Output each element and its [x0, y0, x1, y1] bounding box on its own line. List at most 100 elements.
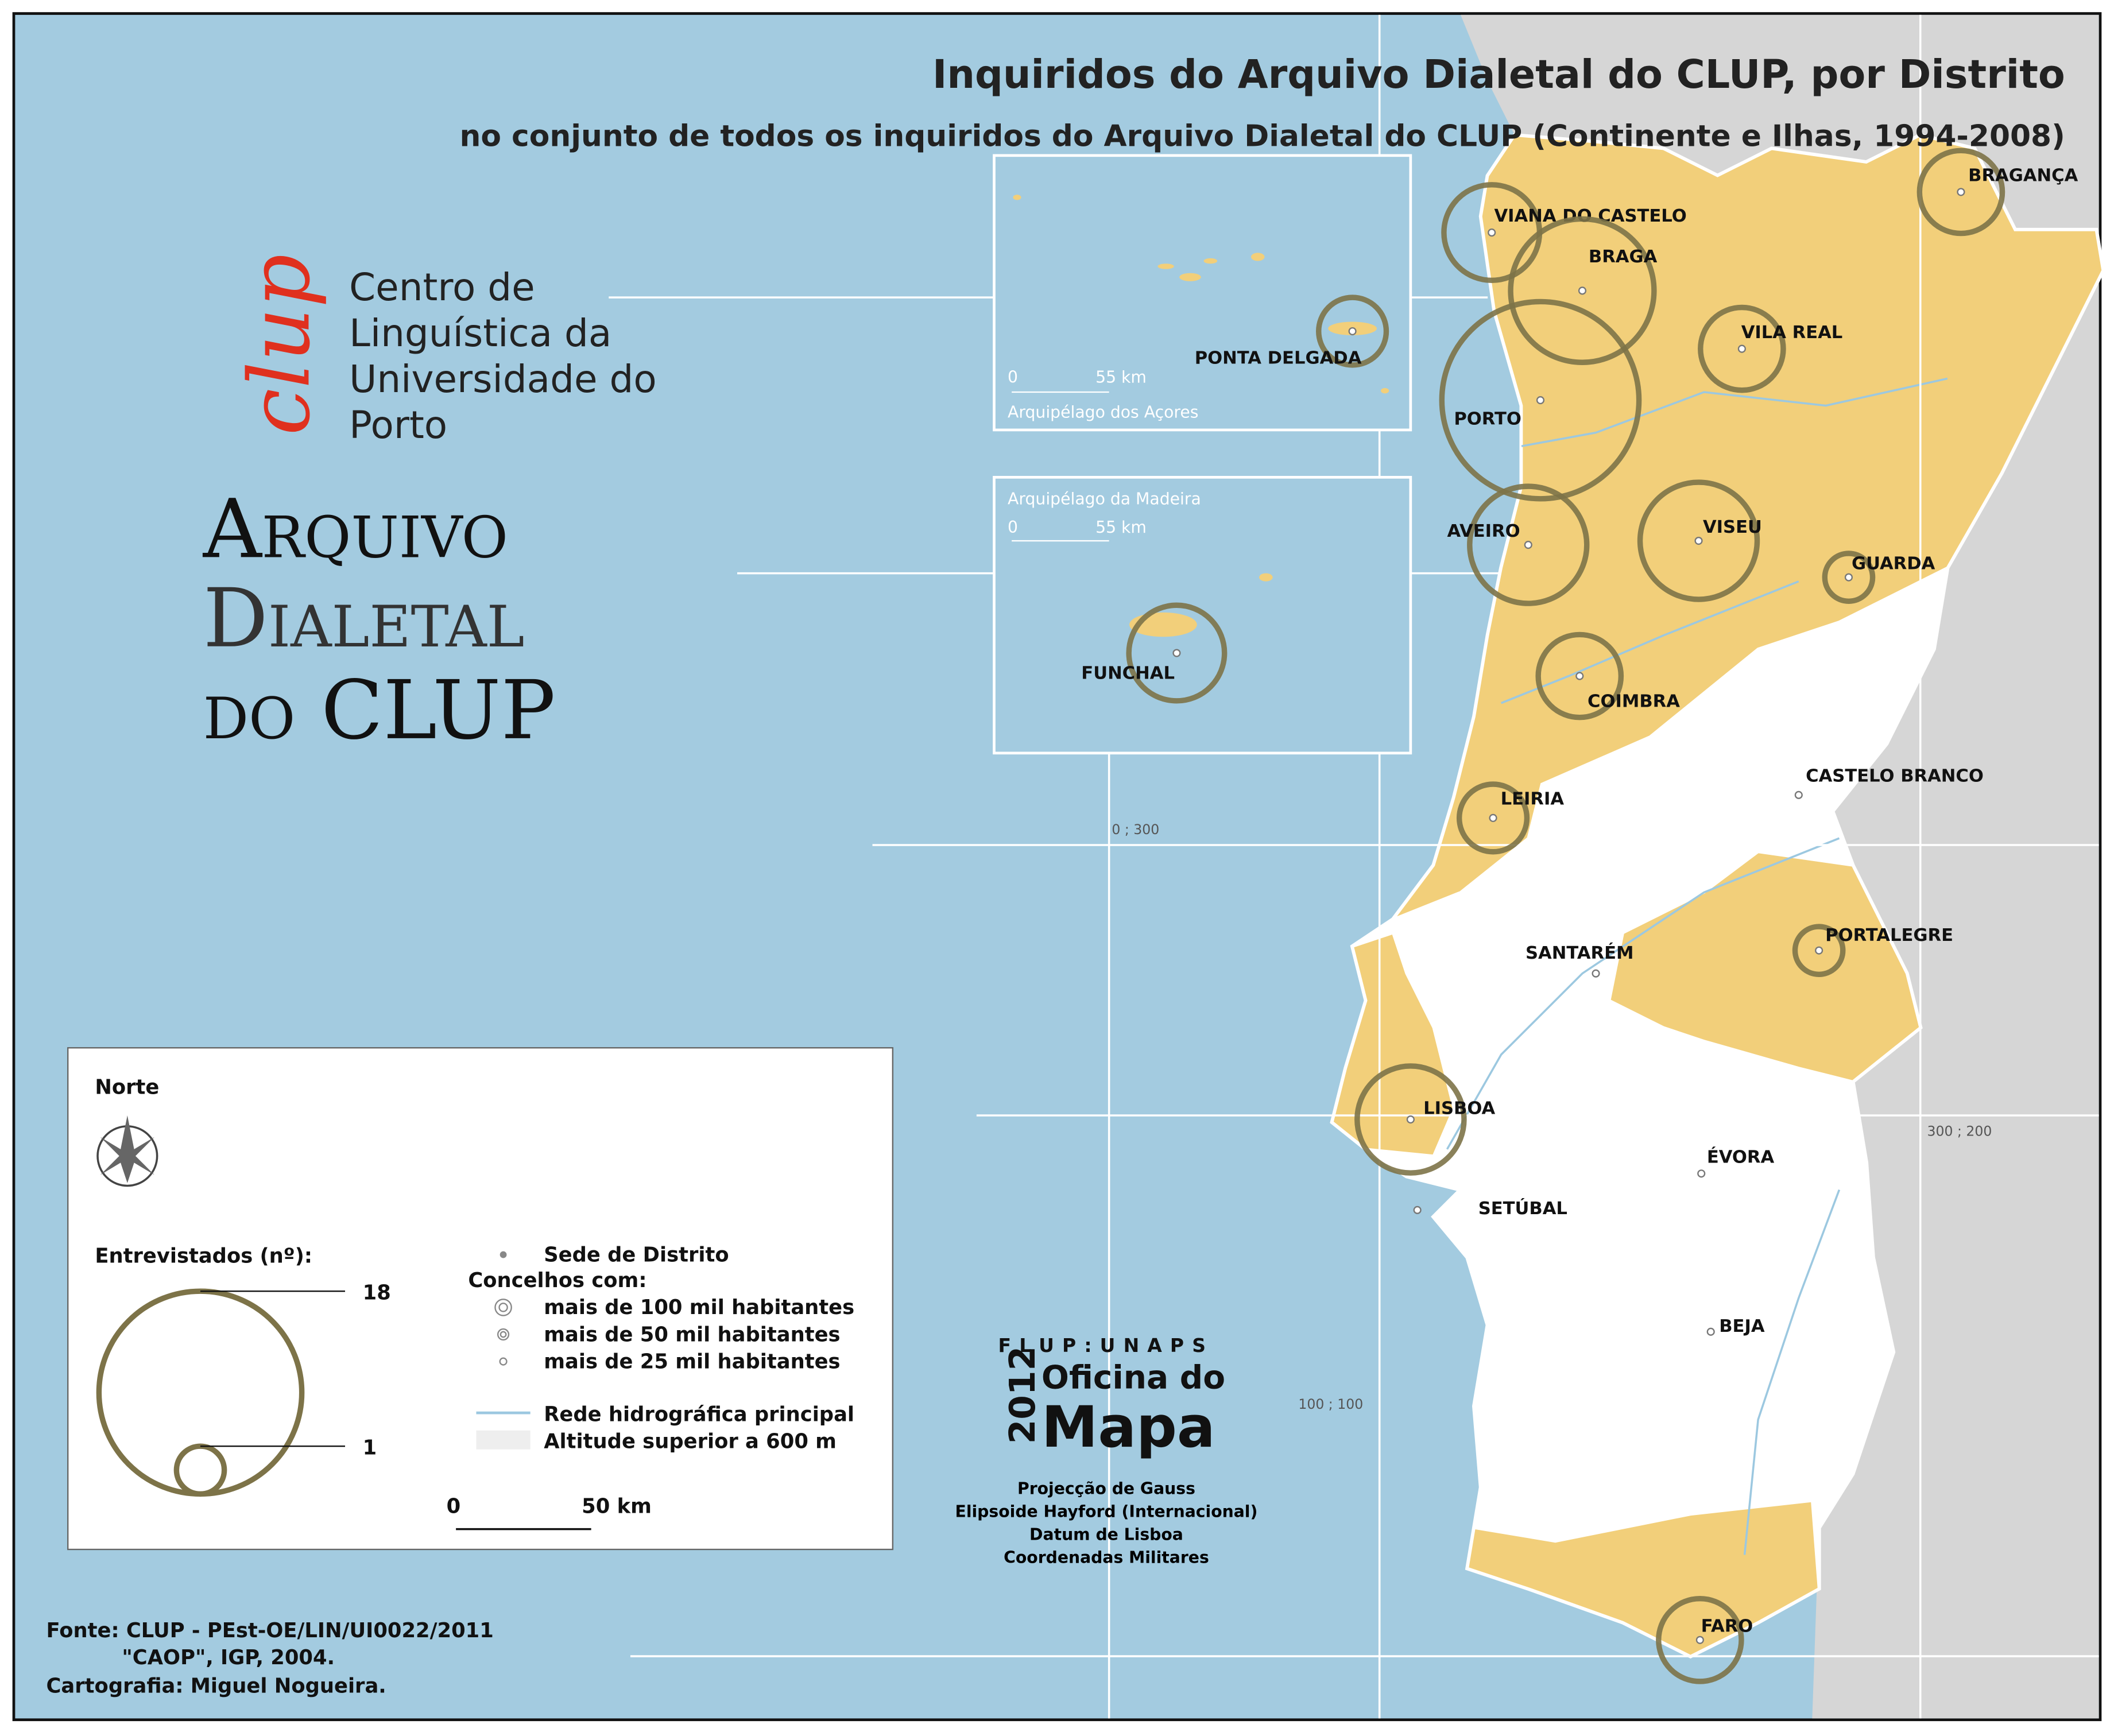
district-label: VIANA DO CASTELO: [1494, 206, 1686, 226]
credit-map: Mapa: [1041, 1394, 1215, 1460]
archive-title: do CLUP: [203, 664, 556, 758]
district-circle: [1126, 602, 1228, 704]
legend-symbol: mais de 25 mil habitantes: [544, 1350, 840, 1373]
projection: Coordenadas Militares: [1004, 1548, 1209, 1567]
district-label: PORTALEGRE: [1825, 925, 1953, 946]
district-seat: [1695, 1636, 1704, 1644]
district-label: VISEU: [1703, 517, 1762, 537]
legend-box: [67, 1047, 894, 1551]
district-seat: [1794, 790, 1803, 799]
legend-size-label: 18: [363, 1281, 391, 1304]
projection: Datum de Lisboa: [1029, 1525, 1183, 1544]
district-seat: [1536, 396, 1545, 405]
subtitle: no conjunto de todos os inquiridos do Ar…: [460, 119, 2065, 153]
district-circle: [1316, 294, 1389, 368]
district-seat: [1524, 541, 1532, 549]
inset-title: Arquipélago da Madeira: [1008, 489, 1201, 508]
logo-mark: clup: [231, 254, 328, 435]
grid-label: 100 ; 100: [1298, 1396, 1363, 1412]
archive-title: Arquivo: [203, 482, 508, 576]
inset-azores: [993, 154, 1412, 432]
district-seat: [1489, 813, 1497, 822]
region-north: [1389, 134, 2105, 923]
legend-symbol: Altitude superior a 600 m: [544, 1429, 837, 1453]
district-label: SANTARÉM: [1526, 943, 1633, 963]
legend-scale: 0: [447, 1494, 461, 1518]
district-seat: [1592, 969, 1600, 978]
legend-scale: 50 km: [582, 1494, 652, 1518]
district-circle: [1456, 781, 1530, 855]
district-seat: [1348, 327, 1357, 336]
region-portalegre: [1608, 850, 1922, 1083]
district-seat: [1575, 672, 1584, 680]
legend-size-title: Entrevistados (nº):: [95, 1245, 312, 1268]
projection: Projecção de Gauss: [1017, 1479, 1195, 1498]
district-seat: [1844, 573, 1853, 582]
projection: Elipsoide Hayford (Internacional): [955, 1502, 1258, 1521]
credit-office: Oficina do: [1041, 1359, 1225, 1397]
district-circle: [1467, 483, 1590, 606]
grid-lines: [609, 14, 2099, 1719]
grid-label: 0 ; 300: [1112, 822, 1159, 838]
district-circle: [1822, 551, 1876, 604]
district-circle: [1698, 304, 1786, 393]
district-circle: [1637, 479, 1760, 602]
district-label: BRAGANÇA: [1968, 166, 2078, 186]
legend-symbol: mais de 100 mil habitantes: [544, 1296, 854, 1319]
logo-text: Linguística da: [349, 311, 611, 355]
inset-scale: 55 km: [1095, 368, 1147, 387]
district-label: FUNCHAL: [1081, 663, 1175, 683]
district-label: LISBOA: [1423, 1099, 1495, 1119]
compass: [96, 1115, 158, 1187]
district-seat: [1406, 1115, 1415, 1124]
legend-north: Norte: [95, 1075, 159, 1099]
district-circle: [1535, 631, 1624, 720]
district-seat: [1815, 946, 1823, 955]
district-label: COIMBRA: [1588, 692, 1680, 712]
legend-symbol: Rede hidrográfica principal: [544, 1402, 854, 1426]
credit-unit: FLUP:UNAPS: [998, 1334, 1214, 1357]
inset-title: Arquipélago dos Açores: [1008, 403, 1198, 422]
grid-label: 300 ; 200: [1927, 1123, 1992, 1139]
district-label: FARO: [1701, 1617, 1753, 1637]
legend-size-label: 1: [363, 1436, 377, 1459]
district-label: PONTA DELGADA: [1195, 348, 1362, 369]
district-label: ÉVORA: [1707, 1146, 1775, 1167]
legend-symbol: mais de 50 mil habitantes: [544, 1323, 840, 1346]
district-label: CASTELO BRANCO: [1806, 766, 1984, 786]
district-seat: [1488, 228, 1496, 237]
source: Fonte: CLUP - PEst-OE/LIN/UI0022/2011: [47, 1619, 494, 1642]
inset-scale: 0: [1008, 368, 1018, 387]
spain: [1461, 14, 2103, 1719]
title: Inquiridos do Arquivo Dialetal do CLUP, …: [932, 52, 2065, 98]
region-faro: [1466, 1499, 1821, 1658]
district-circle: [1439, 299, 1642, 502]
district-seat: [1578, 286, 1587, 295]
inset-scale: 0: [1008, 518, 1018, 537]
logo-text: Porto: [349, 403, 447, 447]
legend-symbol: Sede de Distrito: [544, 1243, 729, 1266]
source: "CAOP", IGP, 2004.: [122, 1646, 335, 1669]
district-circle: [1354, 1063, 1467, 1176]
district-circle: [1656, 1595, 1744, 1684]
district-seat: [1172, 649, 1181, 657]
legend-symbol: Concelhos com:: [468, 1269, 646, 1292]
district-seat: [1413, 1206, 1422, 1214]
source: Cartografia: Miguel Nogueira.: [47, 1675, 386, 1698]
logo-text: Universidade do: [349, 357, 657, 401]
district-label: BRAGA: [1589, 247, 1658, 267]
district-label: LEIRIA: [1501, 789, 1565, 809]
district-circle: [1792, 924, 1846, 978]
district-seat: [1706, 1327, 1715, 1336]
archive-title: Dialetal: [203, 572, 525, 666]
district-label: AVEIRO: [1447, 521, 1520, 541]
inset-scale: 55 km: [1095, 518, 1147, 537]
credit-year: 2012: [1002, 1346, 1043, 1444]
district-circle: [1916, 148, 2005, 237]
district-label: VILA REAL: [1741, 323, 1843, 343]
district-seat: [1694, 536, 1703, 545]
district-circle: [1508, 216, 1657, 365]
district-label: PORTO: [1454, 409, 1521, 429]
